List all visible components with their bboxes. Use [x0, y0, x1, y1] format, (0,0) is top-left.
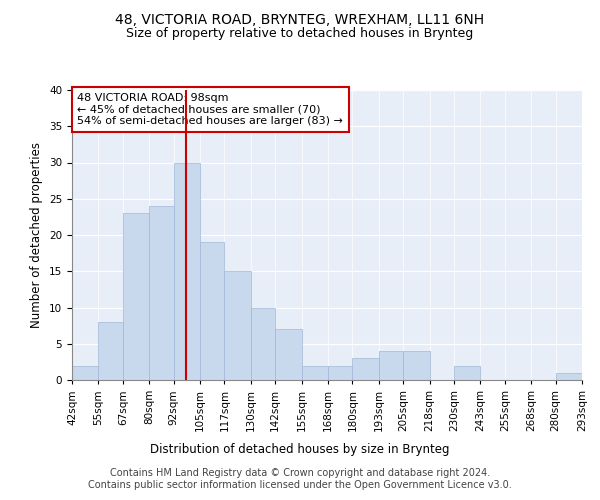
Text: Size of property relative to detached houses in Brynteg: Size of property relative to detached ho… [127, 28, 473, 40]
Bar [72, 366, 98, 380]
Bar [275, 329, 302, 380]
Bar [379, 351, 403, 380]
Bar [556, 373, 582, 380]
Text: Contains HM Land Registry data © Crown copyright and database right 2024.: Contains HM Land Registry data © Crown c… [110, 468, 490, 477]
Bar [403, 351, 430, 380]
Bar [123, 213, 149, 380]
Text: 48, VICTORIA ROAD, BRYNTEG, WREXHAM, LL11 6NH: 48, VICTORIA ROAD, BRYNTEG, WREXHAM, LL1… [115, 12, 485, 26]
Bar [149, 206, 173, 380]
Y-axis label: Number of detached properties: Number of detached properties [31, 142, 43, 328]
Bar [454, 366, 481, 380]
Bar [251, 308, 275, 380]
Bar [328, 366, 352, 380]
Bar [302, 366, 328, 380]
Bar [352, 358, 379, 380]
Bar [224, 271, 251, 380]
Text: 48 VICTORIA ROAD: 98sqm
← 45% of detached houses are smaller (70)
54% of semi-de: 48 VICTORIA ROAD: 98sqm ← 45% of detache… [77, 93, 343, 126]
Bar [173, 162, 200, 380]
Bar [200, 242, 224, 380]
Bar [98, 322, 123, 380]
Text: Contains public sector information licensed under the Open Government Licence v3: Contains public sector information licen… [88, 480, 512, 490]
Text: Distribution of detached houses by size in Brynteg: Distribution of detached houses by size … [150, 442, 450, 456]
